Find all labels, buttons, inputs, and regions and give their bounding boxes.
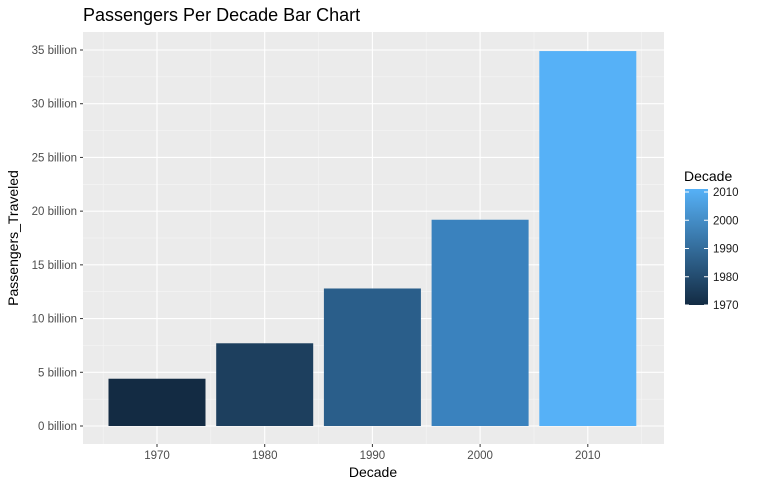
y-tick-label: 5 billion <box>38 367 77 379</box>
legend-label: 2000 <box>713 215 739 227</box>
y-tick-label: 20 billion <box>32 206 77 218</box>
bar-1990 <box>323 288 421 426</box>
legend-colorbar <box>685 189 708 305</box>
bars-group <box>108 51 637 427</box>
bar-2000 <box>431 219 529 426</box>
y-tick-label: 35 billion <box>32 45 77 57</box>
y-tick-label: 15 billion <box>32 260 77 272</box>
legend: Decade 2010 2000 1990 1980 1970 <box>684 168 739 312</box>
legend-label: 1970 <box>713 300 739 312</box>
x-axis: 1970 1980 1990 2000 2010 <box>144 444 601 462</box>
x-tick-label: 2000 <box>467 450 493 462</box>
y-axis-title: Passengers_Traveled <box>5 170 21 306</box>
y-tick-label: 0 billion <box>38 421 77 433</box>
legend-label: 1990 <box>713 244 739 256</box>
y-tick-label: 30 billion <box>32 99 77 111</box>
legend-label: 1980 <box>713 272 739 284</box>
x-axis-title: Decade <box>349 464 397 480</box>
chart-title: Passengers Per Decade Bar Chart <box>83 5 360 25</box>
x-tick-label: 1970 <box>144 450 170 462</box>
x-tick-label: 1980 <box>252 450 278 462</box>
y-axis: 0 billion 5 billion 10 billion 15 billion 20… <box>32 45 83 433</box>
y-tick-label: 25 billion <box>32 152 77 164</box>
bar-1980 <box>216 343 314 426</box>
y-tick-label: 10 billion <box>32 314 77 326</box>
bar-1970 <box>108 378 206 426</box>
legend-ticks: 2010 2000 1990 1980 1970 <box>685 187 739 312</box>
bar-2010 <box>539 51 637 427</box>
x-tick-label: 1990 <box>360 450 386 462</box>
legend-label: 2010 <box>713 187 739 199</box>
x-tick-label: 2010 <box>575 450 601 462</box>
legend-title: Decade <box>684 168 732 184</box>
